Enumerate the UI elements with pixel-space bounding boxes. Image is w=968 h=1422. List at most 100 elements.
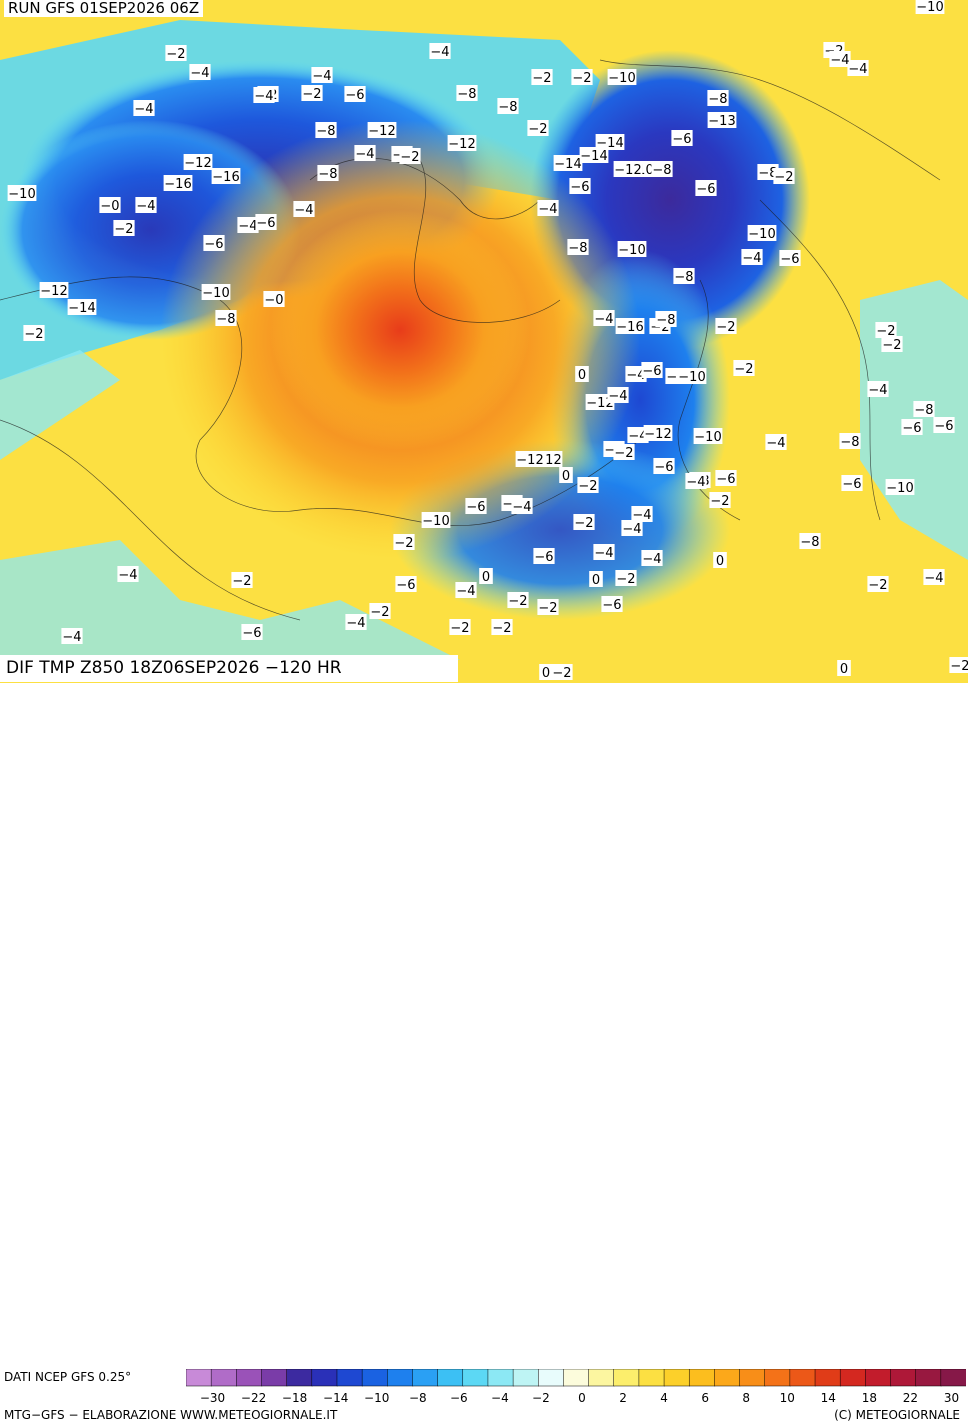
anomaly-value-label: −4 [868, 383, 887, 398]
legend-tick-label: 22 [903, 1391, 918, 1405]
anomaly-label-bg [617, 241, 647, 257]
anomaly-label-bg [709, 492, 731, 508]
anomaly-value-label: −4 [626, 368, 645, 383]
anomaly-value-label: −2 [710, 494, 729, 509]
anomaly-value-label: −4 [355, 147, 374, 162]
anomaly-value-label: −10 [8, 187, 35, 202]
anomaly-label-bg [607, 69, 637, 85]
anomaly-value-label: −8 [708, 92, 727, 107]
anomaly-label-bg [741, 249, 763, 265]
anomaly-value-label: −6 [396, 578, 415, 593]
anomaly-value-label: −10 [202, 286, 229, 301]
anomaly-value-label: −13 [708, 114, 735, 129]
legend-swatch [588, 1369, 615, 1387]
anomaly-value-label: −4 [632, 508, 651, 523]
legend-swatch [412, 1369, 439, 1387]
anomaly-value-label: −8 [656, 313, 675, 328]
anomaly-label-bg [585, 394, 615, 410]
anomaly-label-bg [23, 325, 45, 341]
anomaly-label-bg [253, 87, 275, 103]
anomaly-label-bg [571, 69, 593, 85]
anomaly-value-label: −8 [216, 312, 235, 327]
anomaly-value-label: −4 [924, 571, 943, 586]
legend-swatch [789, 1369, 816, 1387]
anomaly-value-label: −4 [62, 630, 81, 645]
anomaly-value-label: −6 [934, 419, 953, 434]
anomaly-label-bg [847, 60, 869, 76]
anomaly-label-bg [367, 122, 397, 138]
legend-swatch [336, 1369, 363, 1387]
anomaly-value-label: −4 [608, 389, 627, 404]
legend-tick-label: 14 [821, 1391, 836, 1405]
anomaly-value-label: −4 [628, 429, 647, 444]
anomaly-label-bg [447, 135, 477, 151]
anomaly-value-label: −8 [758, 166, 777, 181]
anomaly-label-bg [39, 282, 69, 298]
legend-tick-label: 4 [660, 1391, 668, 1405]
anomaly-value-label: −2 [578, 479, 597, 494]
anomaly-label-bg [733, 360, 755, 376]
anomaly-label-bg [655, 311, 677, 327]
legend-swatch [387, 1369, 414, 1387]
anomaly-value-label: −8 [498, 100, 517, 115]
anomaly-value-label: −4 [136, 199, 155, 214]
legend-swatch [613, 1369, 640, 1387]
legend-swatch [688, 1369, 716, 1387]
anomaly-value-label: −6 [780, 252, 799, 267]
anomaly-label-bg [765, 434, 787, 450]
anomaly-value-label: −2 [450, 621, 469, 636]
anomaly-value-label: −4 [642, 552, 661, 567]
anomaly-label-bg [399, 148, 421, 164]
anomaly-value-label: −4 [346, 616, 365, 631]
anomaly-label-bg [715, 470, 737, 486]
legend-swatch [311, 1369, 338, 1387]
anomaly-value-label: −10 [916, 0, 943, 15]
legend-swatch [487, 1369, 514, 1387]
anomaly-label-bg [237, 217, 259, 233]
anomaly-label-bg [99, 197, 121, 213]
anomaly-value-label: −14 [554, 157, 581, 172]
anomaly-value-label: −6 [642, 364, 661, 379]
anomaly-label-bg [537, 200, 559, 216]
anomaly-label-bg [693, 428, 723, 444]
anomaly-label-bg [579, 147, 609, 163]
anomaly-value-label: −4 [456, 584, 475, 599]
anomaly-label-bg [201, 284, 231, 300]
anomaly-label-bg [673, 268, 695, 284]
anomaly-label-bg [255, 214, 277, 230]
anomaly-value-label: −2 [574, 516, 593, 531]
legend-tick-label: −6 [450, 1391, 468, 1405]
anomaly-label-bg [615, 318, 645, 334]
anomaly-label-bg [653, 458, 675, 474]
anomaly-value-label: −12 [586, 396, 613, 411]
copyright: (C) METEOGIORNALE [834, 1408, 960, 1422]
legend-tick-label: 2 [619, 1391, 627, 1405]
anomaly-label-bg [315, 122, 337, 138]
anomaly-label-bg [713, 552, 727, 568]
anomaly-label-bg [593, 310, 615, 326]
anomaly-value-label: −2 [394, 536, 413, 551]
anomaly-value-label: −8 [652, 163, 671, 178]
anomaly-label-bg [881, 336, 903, 352]
anomaly-value-label: −2 [166, 47, 185, 62]
anomaly-value-label: 0 [716, 554, 724, 569]
anomaly-value-label: −8 [800, 535, 819, 550]
color-legend: −30 −22 −18 −14 −10 −8 −6 −4 −2 0 2 4 6 8 10 14 18 22 30 [186, 1369, 966, 1405]
anomaly-label-bg [511, 498, 533, 514]
anomaly-label-bg [613, 161, 643, 177]
anomaly-value-label: −2 [774, 170, 793, 185]
legend-tick-label: −2 [532, 1391, 550, 1405]
anomaly-label-bg [117, 566, 139, 582]
anomaly-label-bg [607, 387, 629, 403]
anomaly-value-label: −2 [528, 122, 547, 137]
anomaly-label-bg [757, 164, 779, 180]
temperature-anomaly-map: −10−2−4−2−4−4−4−2−6−4−2−2−10−8−8−2−8−13−… [0, 0, 968, 683]
legend-swatch [714, 1369, 741, 1387]
anomaly-label-bg [183, 154, 213, 170]
anomaly-label-bg [215, 310, 237, 326]
anomaly-value-label: −4 [686, 475, 705, 490]
anomaly-label-bg [551, 664, 573, 680]
anomaly-label-bg [707, 90, 729, 106]
anomaly-value-label: −4 [766, 436, 785, 451]
legend-tick-label: −14 [323, 1391, 348, 1405]
